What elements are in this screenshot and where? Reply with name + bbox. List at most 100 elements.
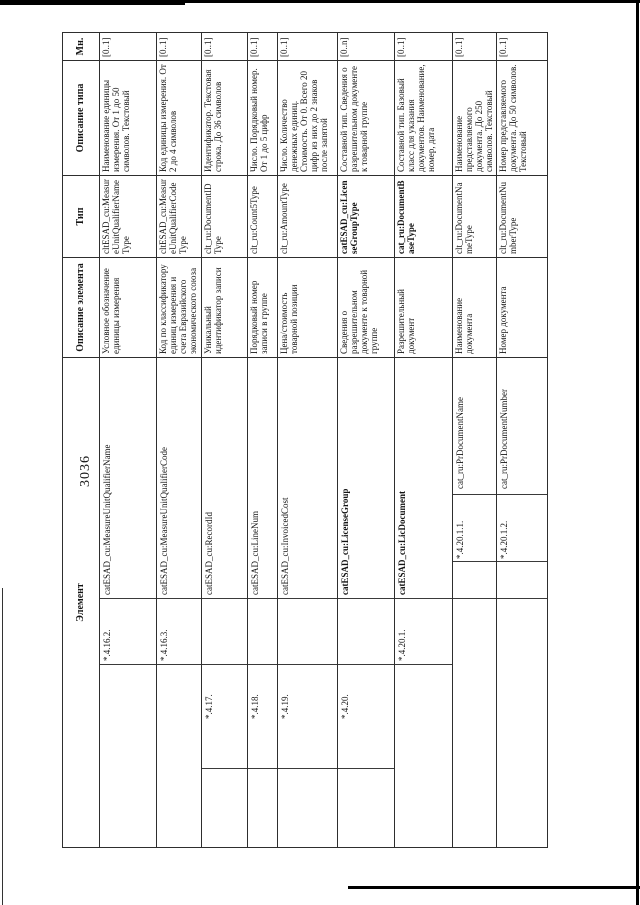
header-multiplicity: Мн. [62, 32, 100, 61]
scan-border-left [2, 588, 3, 905]
element-cell: *.4.20.1.2. cat_ru:PrDocumentNumber [496, 357, 548, 848]
tree-line [157, 598, 202, 599]
element-number: *.4.17. [204, 694, 215, 719]
element-description-cell: Условное обозначение единицы измерения [99, 257, 157, 358]
type-cell: clt_ru:AmountType [277, 175, 338, 258]
tree-line [395, 664, 452, 665]
multiplicity-cell: [0..1] [247, 32, 278, 61]
tree-line [157, 664, 202, 665]
tree-line [278, 664, 337, 665]
type-cell: cltESAD_cu:MeasureUnitQualifierCodeType [156, 175, 202, 258]
element-name: cat_ru:PrDocumentName [454, 397, 465, 489]
element-cell: *.4.16.2. catESAD_cu:MeasureUnitQualifie… [99, 357, 157, 848]
tree-line [247, 768, 278, 769]
element-name: catESAD_cu:RecordId [204, 512, 215, 595]
table-row: *.4.16.3. catESAD_cu:MeasureUnitQualifie… [156, 32, 202, 848]
tree-line [99, 598, 157, 599]
multiplicity-cell: [0..n] [337, 32, 395, 61]
type-cell: cltESAD_cu:MeasureUnitQualifierNameType [99, 175, 157, 258]
element-name: cat_ru:PrDocumentNumber [498, 389, 509, 489]
tree-line [202, 768, 247, 769]
element-name: catESAD_cu:LicDocument [397, 491, 408, 595]
element-number: *.4.16.2. [101, 629, 112, 662]
table-row: *.4.20.1. catESAD_cu:LicDocument Разреши… [394, 32, 453, 848]
type-cell: clt_ru:DocumentNameType [452, 175, 497, 258]
type-description-cell: Наименование единицы измерения. От 1 до … [99, 60, 157, 176]
table-row: *.4.17. catESAD_cu:RecordId Уникальный и… [201, 32, 248, 848]
type-cell: catESAD_cu:LicenseGroupType [337, 175, 395, 258]
multiplicity-cell: [0..1] [201, 32, 248, 61]
tree-line [247, 664, 278, 665]
element-description-cell: Номер документа [496, 257, 548, 358]
element-name: catESAD_cu:MeasureUnitQualifierCode [159, 447, 170, 595]
type-description-cell: Составной тип. Сведения о разрешительном… [337, 60, 395, 176]
header-type-description: Описание типа [62, 60, 100, 176]
multiplicity-cell: [0..1] [394, 32, 453, 61]
multiplicity-cell: [0..1] [156, 32, 202, 61]
multiplicity-cell: [0..1] [452, 32, 497, 61]
tree-line [337, 768, 395, 769]
type-description-cell: Номер представляемого документа. До 50 с… [496, 60, 548, 176]
tree-line [496, 561, 547, 562]
tree-line [496, 494, 547, 495]
element-number: *.4.19. [280, 694, 291, 719]
tree-line [202, 664, 247, 665]
tree-line [452, 561, 496, 562]
tree-line [395, 598, 452, 599]
tree-line [278, 598, 337, 599]
tree-line [99, 664, 157, 665]
element-description-cell: Цена/стоимость товарной позиции [277, 257, 338, 358]
element-description-cell: Разрешительный документ [394, 257, 453, 358]
element-cell: *.4.18. catESAD_cu:LineNum [247, 357, 278, 848]
type-cell: cat_ru:DocumentBaseType [394, 175, 453, 258]
type-description-cell: Наименование представляемого документа. … [452, 60, 497, 176]
scan-border-top-thick [0, 0, 185, 5]
element-cell: *.4.20. catESAD_cu:LicenseGroup [337, 357, 395, 848]
element-description-cell: Код по классификатору единиц измерения и… [156, 257, 202, 358]
tree-line [337, 664, 395, 665]
type-description-cell: Число. Количество денежных единиц. Стоим… [277, 60, 338, 176]
element-name: catESAD_cu:MeasureUnitQualifierName [101, 444, 112, 595]
tree-line [337, 598, 395, 599]
schema-elements-table: Элемент Описание элемента Тип Описание т… [62, 32, 548, 848]
element-number: *.4.20.1.2. [498, 520, 509, 559]
rotated-table-container: Элемент Описание элемента Тип Описание т… [62, 32, 550, 848]
table-row: *.4.20.1.2. cat_ru:PrDocumentNumber Номе… [496, 32, 548, 848]
element-name: catESAD_cu:LicenseGroup [339, 488, 350, 595]
table-row: *.4.20.1.1. cat_ru:PrDocumentName Наимен… [452, 32, 497, 848]
scan-border-top [0, 0, 640, 3]
type-description-cell: Число. Порядковый номер. От 1 до 5 цифр [247, 60, 278, 176]
type-description-cell: Составной тип. Базовый класс для указани… [394, 60, 453, 176]
type-cell: clt_ru:DocumentIDType [201, 175, 248, 258]
table-row: *.4.16.2. catESAD_cu:MeasureUnitQualifie… [99, 32, 157, 848]
multiplicity-cell: [0..1] [496, 32, 548, 61]
element-description-cell: Уникальный идентификатор записи [201, 257, 248, 358]
header-element: Элемент [62, 357, 100, 848]
type-cell: clt_ru:DocumentNumberType [496, 175, 548, 258]
element-number: *.4.20.1. [397, 629, 408, 662]
element-cell: *.4.19. catESAD_cu:InvoicedCost [277, 357, 338, 848]
scan-border-bottom [348, 886, 640, 889]
tree-line [247, 598, 278, 599]
type-cell: clt_ru:Count5Type [247, 175, 278, 258]
element-number: *.4.20. [339, 694, 350, 719]
element-number: *.4.16.3. [159, 629, 170, 662]
element-cell: *.4.20.1. catESAD_cu:LicDocument [394, 357, 453, 848]
multiplicity-cell: [0..1] [277, 32, 338, 61]
type-description-cell: Идентификатор. Текстовая строка. До 36 с… [201, 60, 248, 176]
tree-line [278, 768, 337, 769]
element-description-cell: Сведения о разрешительном документе к то… [337, 257, 395, 358]
element-cell: *.4.16.3. catESAD_cu:MeasureUnitQualifie… [156, 357, 202, 848]
element-description-cell: Наименование документа [452, 257, 497, 358]
tree-line [452, 494, 496, 495]
table-row: *.4.19. catESAD_cu:InvoicedCost Цена/сто… [277, 32, 338, 848]
element-number: *.4.18. [249, 694, 260, 719]
element-number: *.4.20.1.1. [454, 520, 465, 559]
table-header-row: Элемент Описание элемента Тип Описание т… [62, 32, 100, 848]
tree-line [496, 598, 547, 599]
element-description-cell: Порядковый номер записи в группе [247, 257, 278, 358]
table-row: *.4.18. catESAD_cu:LineNum Порядковый но… [247, 32, 278, 848]
element-name: catESAD_cu:LineNum [249, 511, 260, 595]
element-name: catESAD_cu:InvoicedCost [280, 497, 291, 595]
